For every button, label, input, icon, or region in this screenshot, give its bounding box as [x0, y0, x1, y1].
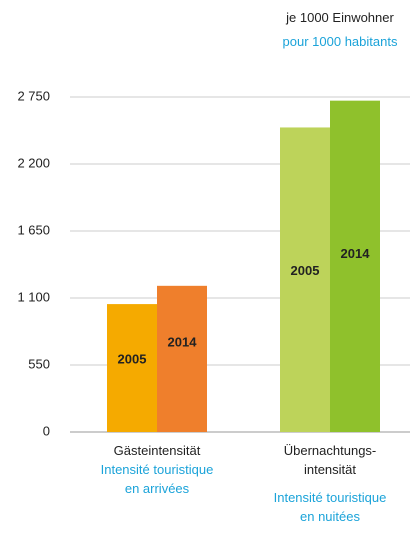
- bar-label: 2005: [291, 263, 320, 278]
- x-tick-label: Übernachtungs- intensität: [283, 443, 377, 477]
- unit-label: je 1000 Einwohner: [286, 10, 394, 25]
- bar: [330, 100, 380, 433]
- x-tick-label-fr: Intensité touristique en nuitées: [273, 490, 387, 524]
- bar: [107, 304, 157, 432]
- y-tick-label: 1 100: [17, 289, 50, 304]
- x-tick-label: Gästeintensität: [113, 443, 201, 458]
- bar: [280, 127, 330, 433]
- y-tick-label: 550: [28, 356, 50, 371]
- bar-label: 2014: [168, 334, 198, 349]
- unit-label-fr: pour 1000 habitants: [282, 34, 398, 49]
- y-tick-label: 2 200: [17, 155, 50, 170]
- y-tick-label: 1 650: [17, 222, 50, 237]
- bar-label: 2014: [341, 246, 371, 261]
- bar-label: 2005: [118, 351, 147, 366]
- y-tick-label: 0: [43, 423, 50, 438]
- y-tick-label: 2 750: [17, 88, 50, 103]
- bar: [157, 285, 207, 432]
- x-tick-label-fr: Intensité touristique en arrivées: [100, 462, 214, 496]
